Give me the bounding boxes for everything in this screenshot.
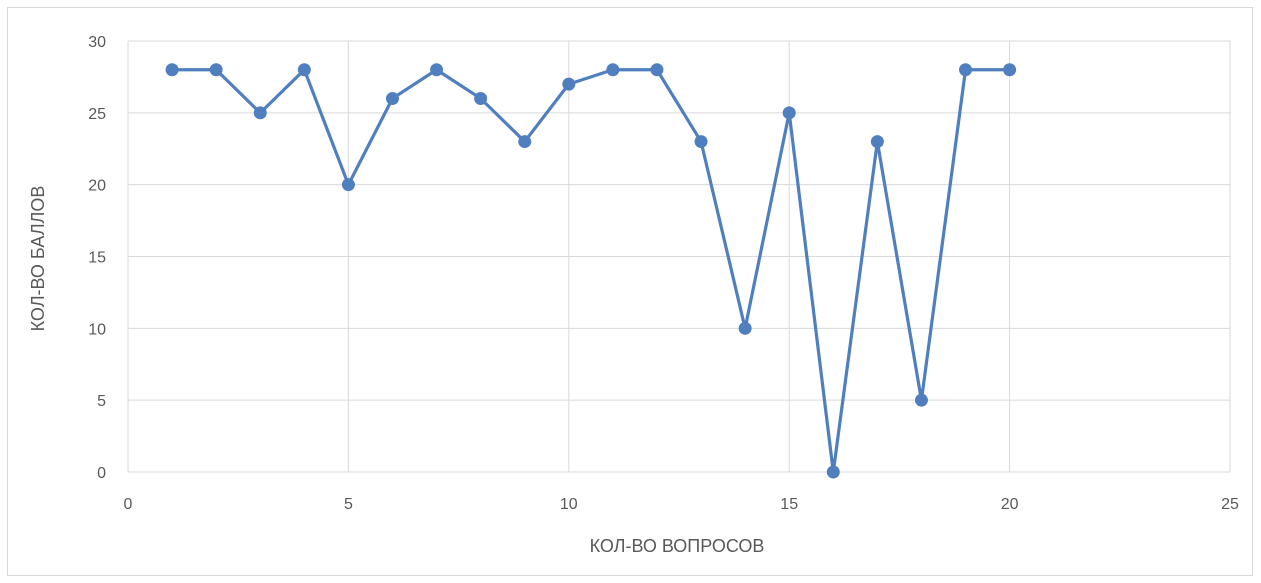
series-group	[166, 63, 1017, 478]
x-tick-labels: 0 5 10 15 20 25	[124, 496, 1239, 513]
x-tick-label: 15	[780, 496, 798, 513]
y-tick-label: 0	[97, 465, 106, 482]
data-point	[562, 78, 575, 91]
data-point	[650, 63, 663, 76]
data-point	[166, 63, 179, 76]
x-tick-label: 20	[1001, 496, 1019, 513]
data-point	[606, 63, 619, 76]
x-tick-label: 25	[1221, 496, 1239, 513]
y-tick-label: 10	[88, 321, 106, 338]
x-axis-title: КОЛ-ВО ВОПРОСОВ	[590, 536, 765, 556]
data-point	[1003, 63, 1016, 76]
y-tick-label: 25	[88, 106, 106, 123]
data-point	[298, 63, 311, 76]
y-tick-label: 30	[88, 34, 106, 51]
data-point	[739, 322, 752, 335]
y-axis-title: КОЛ-ВО БАЛЛОВ	[28, 186, 48, 332]
y-tick-labels: 0 5 10 15 20 25 30	[88, 34, 106, 482]
y-tick-label: 20	[88, 178, 106, 195]
x-tick-label: 5	[344, 496, 353, 513]
data-point	[959, 63, 972, 76]
x-tick-label: 10	[560, 496, 578, 513]
data-point	[783, 106, 796, 119]
data-point	[254, 106, 267, 119]
data-point	[827, 466, 840, 479]
series-line	[172, 70, 1010, 472]
data-point	[871, 135, 884, 148]
data-point	[695, 135, 708, 148]
data-point	[342, 178, 355, 191]
data-point	[518, 135, 531, 148]
data-point	[474, 92, 487, 105]
x-tick-label: 0	[124, 496, 133, 513]
data-point	[430, 63, 443, 76]
data-point	[915, 394, 928, 407]
data-point	[386, 92, 399, 105]
y-tick-label: 5	[97, 393, 106, 410]
y-tick-label: 15	[88, 250, 106, 267]
data-point	[210, 63, 223, 76]
